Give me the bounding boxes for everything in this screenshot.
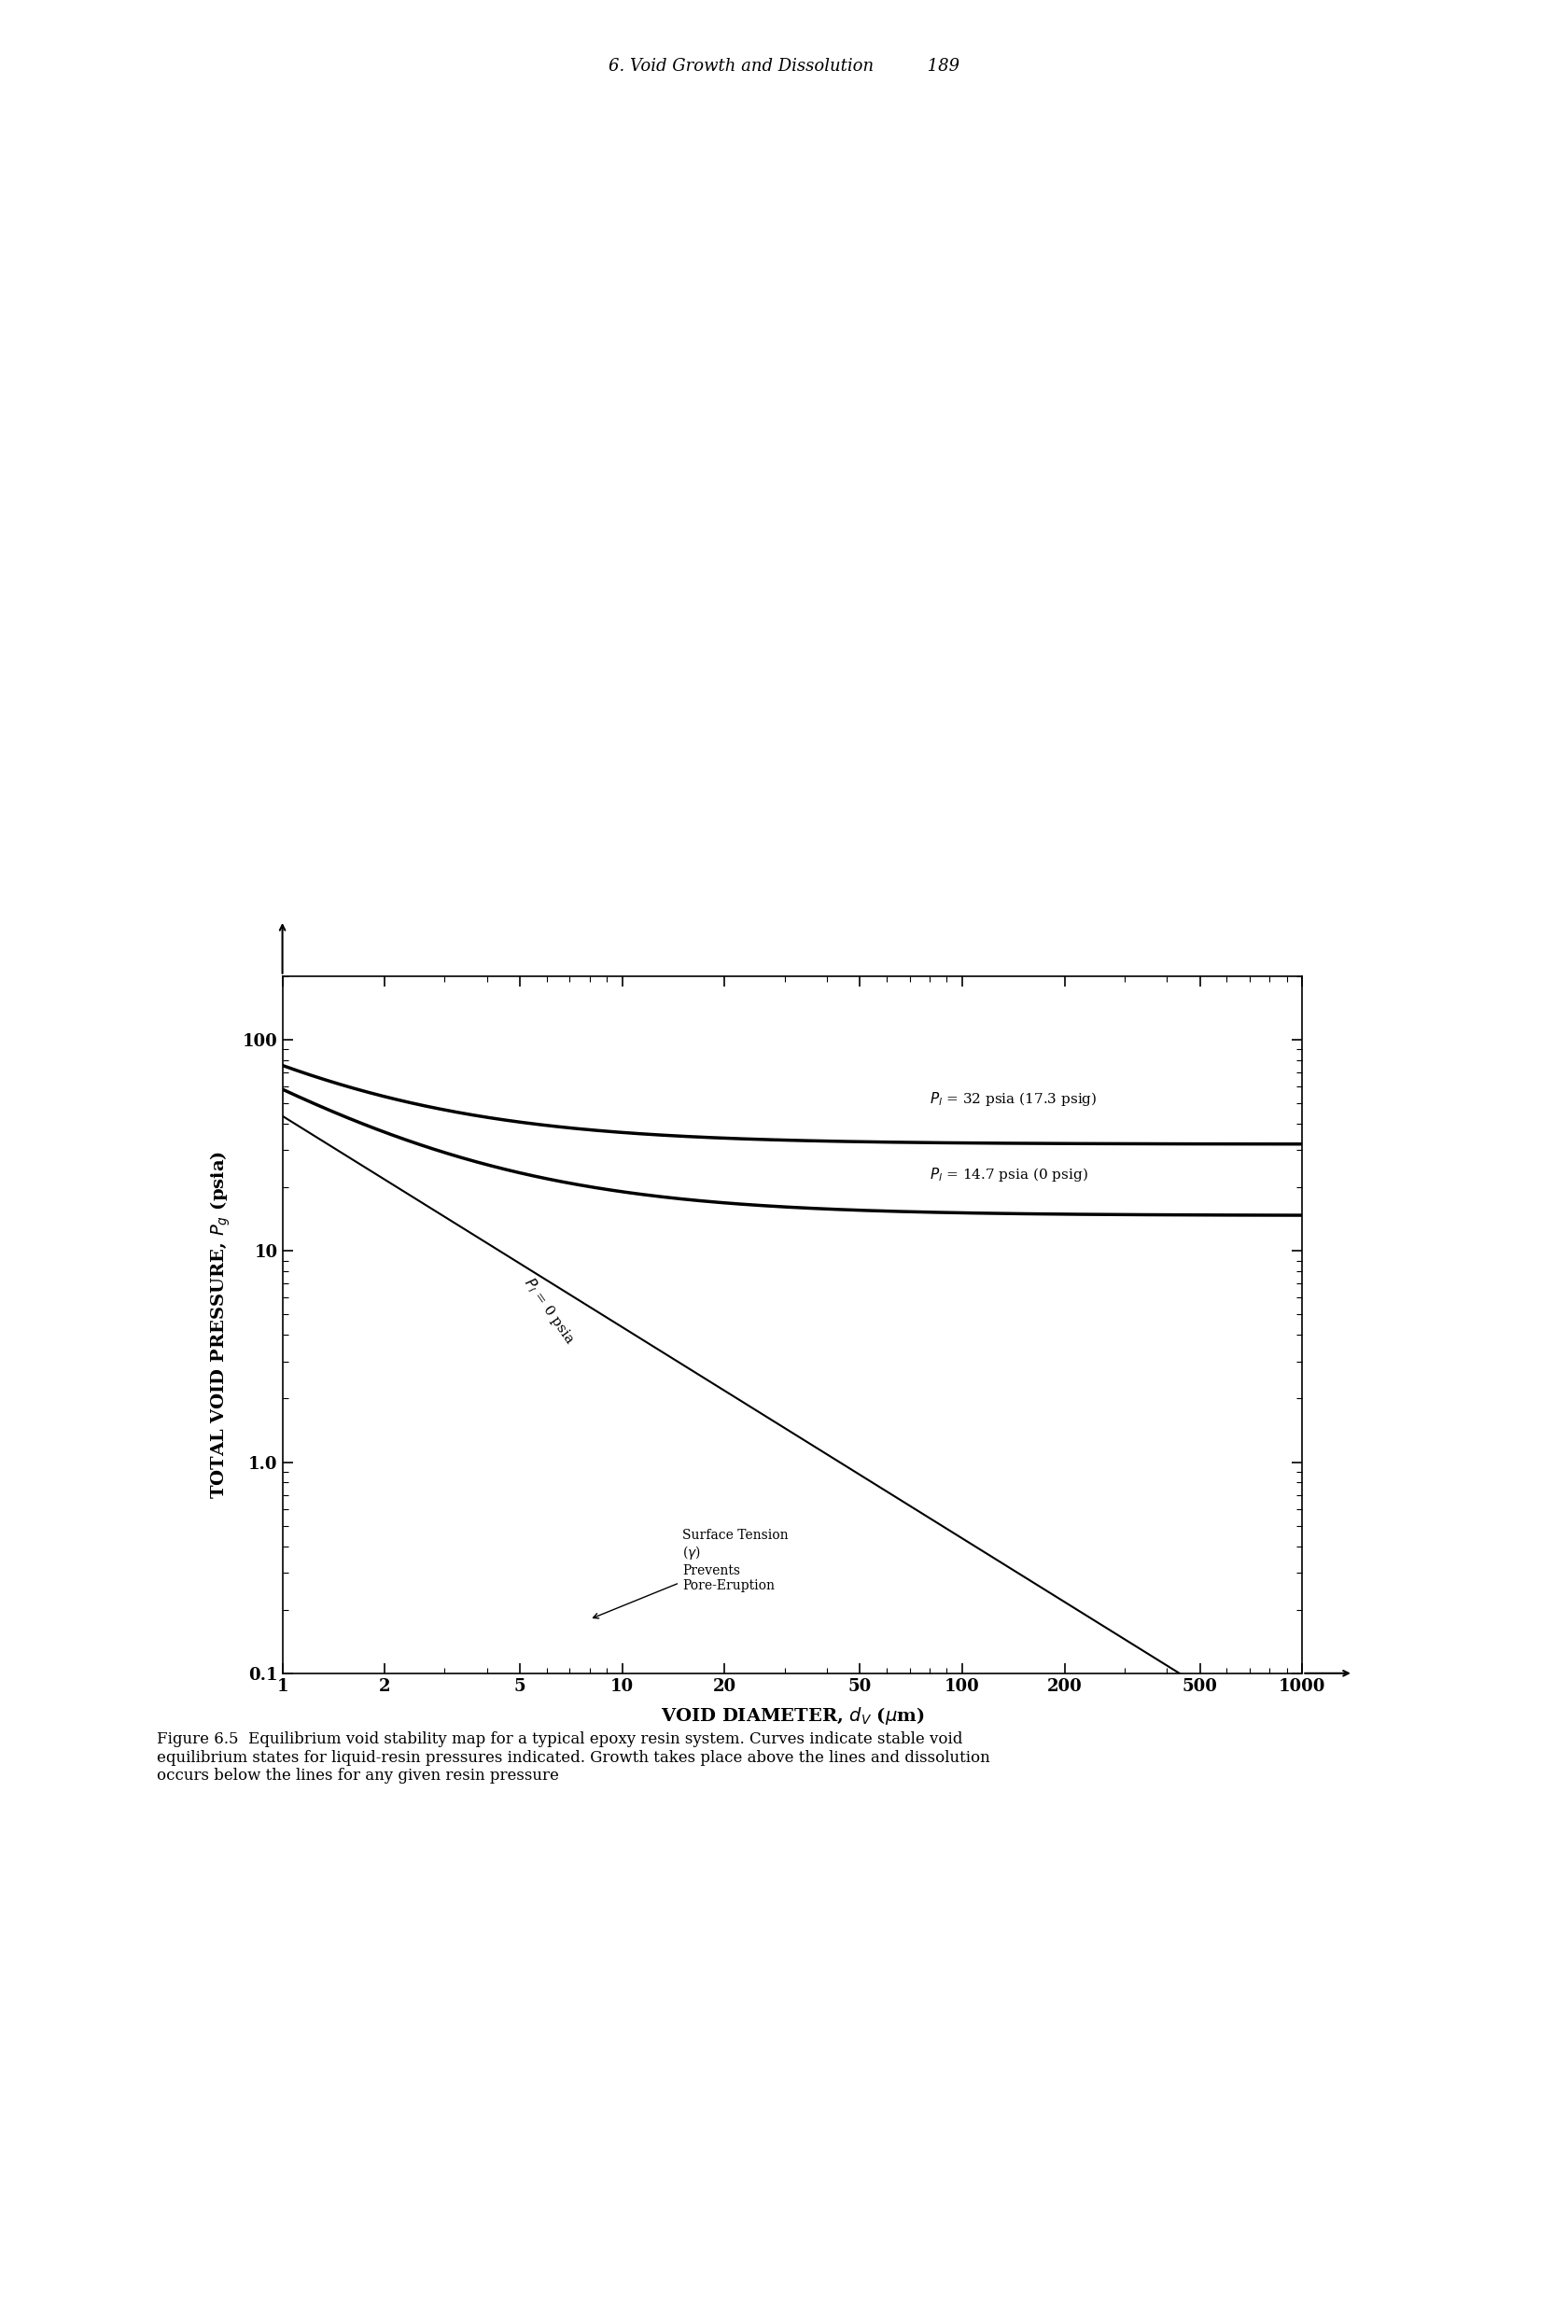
Text: 6. Void Growth and Dissolution          189: 6. Void Growth and Dissolution 189 <box>608 58 960 74</box>
Text: $P_l$ = 14.7 psia (0 psig): $P_l$ = 14.7 psia (0 psig) <box>928 1164 1087 1183</box>
Text: Surface Tension
($\gamma$)
Prevents
Pore-Eruption: Surface Tension ($\gamma$) Prevents Pore… <box>593 1529 787 1618</box>
Text: $P_l$ = 32 psia (17.3 psig): $P_l$ = 32 psia (17.3 psig) <box>928 1090 1096 1109</box>
Text: $P_l$ = 0 psia: $P_l$ = 0 psia <box>519 1274 579 1348</box>
Text: Figure 6.5  Equilibrium void stability map for a typical epoxy resin system. Cur: Figure 6.5 Equilibrium void stability ma… <box>157 1731 989 1785</box>
X-axis label: VOID DIAMETER, $d_V$ ($\mu$m): VOID DIAMETER, $d_V$ ($\mu$m) <box>660 1706 924 1727</box>
Y-axis label: TOTAL VOID PRESSURE, $P_g$ (psia): TOTAL VOID PRESSURE, $P_g$ (psia) <box>209 1150 232 1499</box>
